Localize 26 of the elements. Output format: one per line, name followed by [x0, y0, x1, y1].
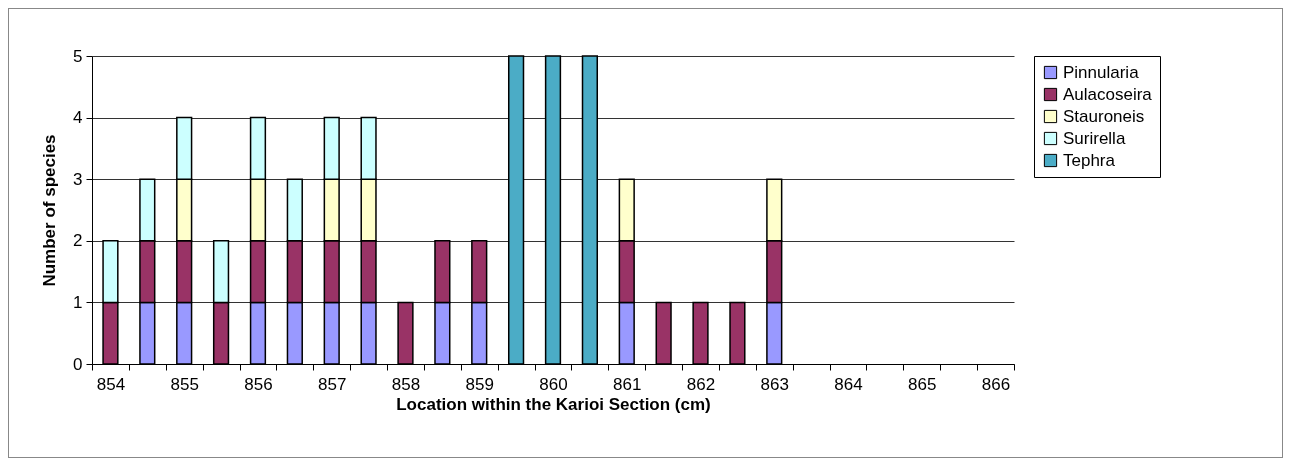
- x-axis-title: Location within the Karioi Section (cm): [396, 394, 711, 414]
- y-tick-label: 2: [73, 231, 83, 251]
- x-tick-label: 863: [760, 374, 789, 394]
- legend-label: Aulacoseira: [1063, 84, 1153, 104]
- legend-label: Stauroneis: [1063, 106, 1145, 126]
- x-tick-label: 866: [981, 374, 1011, 394]
- y-tick-label: 1: [73, 292, 83, 312]
- legend-label: Surirella: [1063, 128, 1126, 148]
- x-tick-label: 861: [613, 374, 642, 394]
- y-axis-title: Number of species: [40, 134, 60, 287]
- x-tick-label: 856: [244, 374, 273, 394]
- y-tick-label: 5: [73, 46, 83, 66]
- x-tick-label: 864: [834, 374, 863, 394]
- x-tick-label: 855: [170, 374, 199, 394]
- legend-label: Tephra: [1063, 150, 1116, 170]
- legend-label: Pinnularia: [1063, 62, 1140, 82]
- x-tick-label: 860: [539, 374, 568, 394]
- y-tick-label: 4: [73, 108, 83, 128]
- x-tick-label: 857: [318, 374, 347, 394]
- y-tick-label: 3: [73, 169, 83, 189]
- x-tick-label: 858: [391, 374, 421, 394]
- x-tick-label: 854: [96, 374, 126, 394]
- x-tick-label: 865: [908, 374, 937, 394]
- x-tick-label: 862: [686, 374, 716, 394]
- x-tick-label: 859: [465, 374, 494, 394]
- y-tick-label: 0: [73, 354, 83, 374]
